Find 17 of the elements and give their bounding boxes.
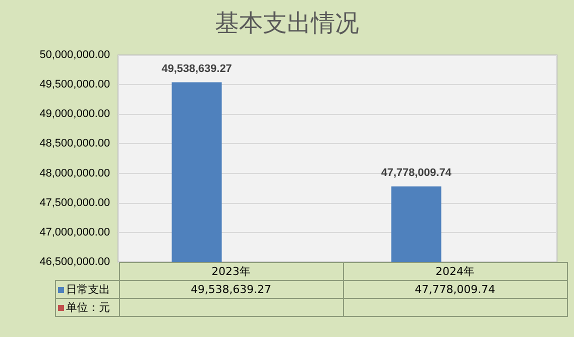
y-tick-label: 47,000,000.00: [40, 226, 110, 238]
y-tick-label: 49,000,000.00: [40, 108, 110, 120]
text: 49,538,639.27: [162, 62, 232, 75]
y-tick-label: 48,000,000.00: [40, 167, 110, 180]
data-label: 49,538,639.27: [119, 280, 343, 298]
x-tick-label: 2024年: [343, 262, 567, 280]
legend-label: 单位：元: [56, 298, 119, 316]
y-tick-label: 46,500,000.00: [40, 256, 110, 268]
data-label: 47,778,009.74: [343, 280, 567, 298]
x-tick-label: 2023年: [119, 262, 343, 280]
legend-label: 日常支出: [56, 280, 119, 298]
y-tick-label: 50,000,000.00: [40, 49, 110, 61]
y-tick-label: 48,500,000.00: [40, 138, 110, 150]
y-tick-label: 47,500,000.00: [40, 196, 110, 209]
y-tick-label: 49,500,000.00: [40, 78, 110, 91]
text: 47,778,009.74: [381, 166, 452, 179]
chart-title: 基本支出情况: [215, 9, 359, 37]
